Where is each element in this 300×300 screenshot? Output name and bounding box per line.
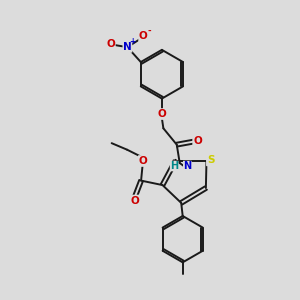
Text: O: O bbox=[139, 32, 148, 41]
Text: S: S bbox=[207, 155, 214, 165]
Text: O: O bbox=[106, 39, 115, 49]
Text: O: O bbox=[130, 196, 139, 206]
Text: -: - bbox=[147, 27, 151, 36]
Text: H: H bbox=[170, 161, 178, 171]
Text: O: O bbox=[193, 136, 202, 146]
Text: O: O bbox=[139, 156, 148, 166]
Text: +: + bbox=[130, 37, 136, 46]
Text: N: N bbox=[183, 161, 191, 171]
Text: N: N bbox=[123, 42, 132, 52]
Text: O: O bbox=[158, 109, 166, 119]
